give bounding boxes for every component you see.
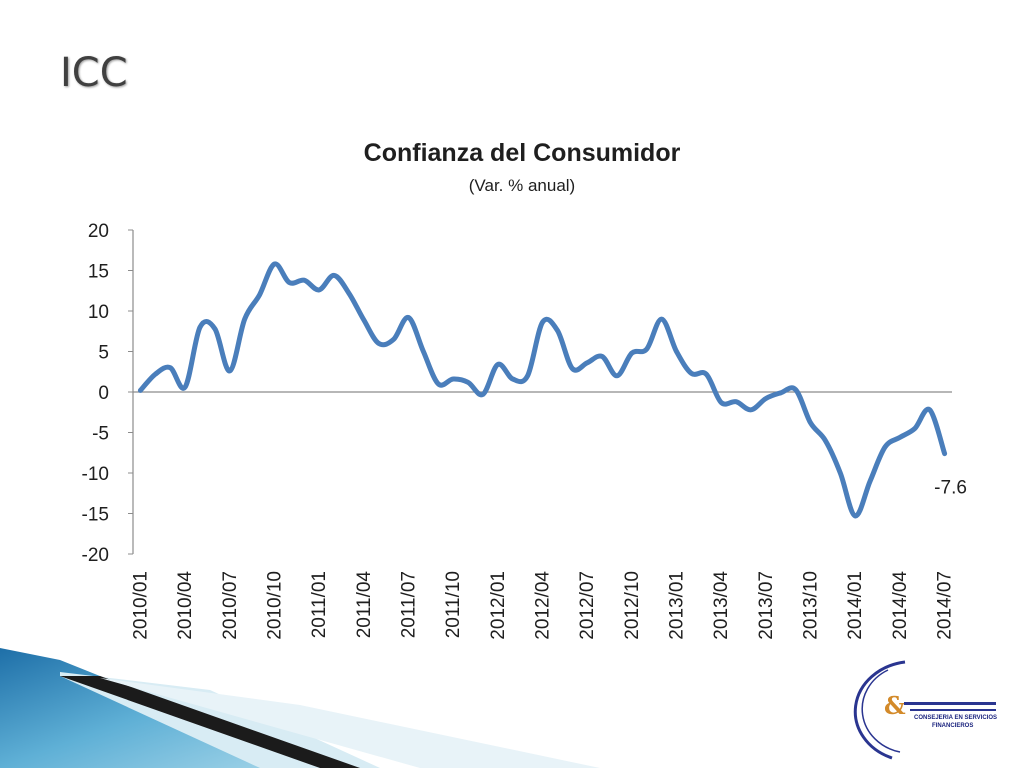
x-tick-label: 2011/07 (398, 571, 419, 638)
y-tick-label: -10 (82, 464, 109, 485)
y-tick-label: -20 (82, 545, 109, 566)
data-point (154, 373, 156, 375)
data-point (556, 329, 558, 331)
data-point (288, 282, 290, 284)
data-point (437, 383, 439, 385)
x-tick-label: 2011/04 (354, 571, 375, 639)
data-point (839, 472, 841, 474)
slide-title: ICC (60, 50, 128, 96)
data-point (497, 364, 499, 365)
data-point (482, 393, 484, 395)
x-tick-label: 2013/07 (756, 571, 777, 640)
x-tick-label: 2012/10 (622, 571, 643, 640)
data-point (720, 402, 722, 403)
data-point (586, 362, 588, 364)
x-tick-label: 2013/01 (667, 571, 688, 640)
y-tick-label: -5 (92, 424, 109, 445)
chart-subtitle: (Var. % anual) (469, 176, 575, 195)
data-point (542, 321, 543, 323)
data-point (795, 389, 797, 391)
y-tick-label: 20 (88, 221, 109, 242)
data-point (214, 328, 216, 330)
x-axis: 2010/01 2010/04 2010/07 2010/10 2011/01 2011/… (130, 391, 956, 640)
data-point (765, 398, 767, 399)
logo-line-1: CONSEJERIA EN SERVICIOS (914, 715, 997, 721)
data-point (259, 294, 261, 296)
data-point (616, 375, 618, 377)
x-tick-label: 2014/01 (845, 571, 866, 640)
data-point (571, 368, 573, 369)
data-point (631, 352, 633, 354)
data-point (452, 378, 454, 380)
x-tick-label: 2012/07 (577, 571, 598, 640)
data-point (184, 386, 186, 388)
data-point (646, 348, 648, 350)
x-tick-label: 2013/10 (801, 571, 822, 640)
x-tick-label: 2013/04 (711, 571, 732, 640)
logo-mark: & (884, 691, 906, 720)
x-tick-label: 2011/10 (443, 571, 464, 638)
x-tick-label: 2010/07 (220, 571, 241, 640)
x-tick-label: 2010/01 (130, 571, 151, 640)
data-point (735, 401, 737, 403)
data-labels: -7.6 (934, 478, 967, 499)
data-point (393, 338, 395, 340)
data-point (810, 422, 811, 424)
x-tick-label: 2010/04 (175, 571, 196, 640)
x-tick-label: 2011/01 (309, 571, 330, 638)
data-point (378, 342, 380, 344)
x-tick-label: 2014/07 (935, 571, 956, 640)
chart-title: Confianza del Consumidor (364, 139, 681, 167)
data-point (467, 381, 469, 383)
data-point (348, 292, 350, 294)
data-point (914, 428, 916, 429)
data-point (690, 372, 692, 374)
series-line-group (137, 261, 948, 519)
data-point (422, 351, 424, 352)
data-point (676, 351, 677, 352)
x-tick-label: 2010/10 (264, 571, 285, 640)
data-point (944, 453, 946, 455)
data-point (869, 480, 871, 482)
x-tick-label: 2012/04 (533, 571, 554, 640)
y-tick-label: 0 (98, 383, 109, 404)
data-point (750, 409, 752, 411)
data-point (363, 319, 365, 321)
x-tick-label: 2012/01 (488, 571, 509, 640)
data-point (408, 317, 409, 318)
y-tick-label: 10 (88, 302, 109, 323)
data-point (824, 440, 826, 442)
logo-line-2: FINANCIEROS (932, 723, 973, 729)
data-point (661, 318, 663, 320)
data-point (601, 355, 603, 357)
data-point (854, 515, 856, 517)
data-point (169, 367, 171, 369)
data-point (512, 378, 514, 380)
data-point (884, 446, 886, 448)
data-point (527, 375, 529, 377)
y-tick-label: -15 (82, 505, 109, 526)
data-point (244, 318, 246, 320)
data-point (333, 274, 335, 276)
y-axis: 20 15 10 5 0 -5 -10 -15 -20 (82, 221, 134, 566)
data-point (274, 263, 275, 265)
data-point (303, 279, 305, 281)
data-point (929, 409, 931, 411)
data-point (705, 373, 707, 375)
data-point (318, 289, 320, 291)
data-label: -7.6 (934, 478, 967, 499)
data-point (780, 392, 782, 394)
y-tick-label: 5 (98, 343, 109, 364)
data-point (139, 389, 141, 391)
x-tick-label: 2014/04 (890, 571, 911, 640)
corner-wave-decoration (0, 648, 600, 768)
company-logo: & CONSEJERIA EN SERVICIOS FINANCIEROS (853, 660, 997, 760)
y-tick-label: 15 (88, 262, 109, 283)
data-point (899, 436, 901, 438)
data-point (199, 326, 201, 328)
data-point (229, 370, 231, 372)
